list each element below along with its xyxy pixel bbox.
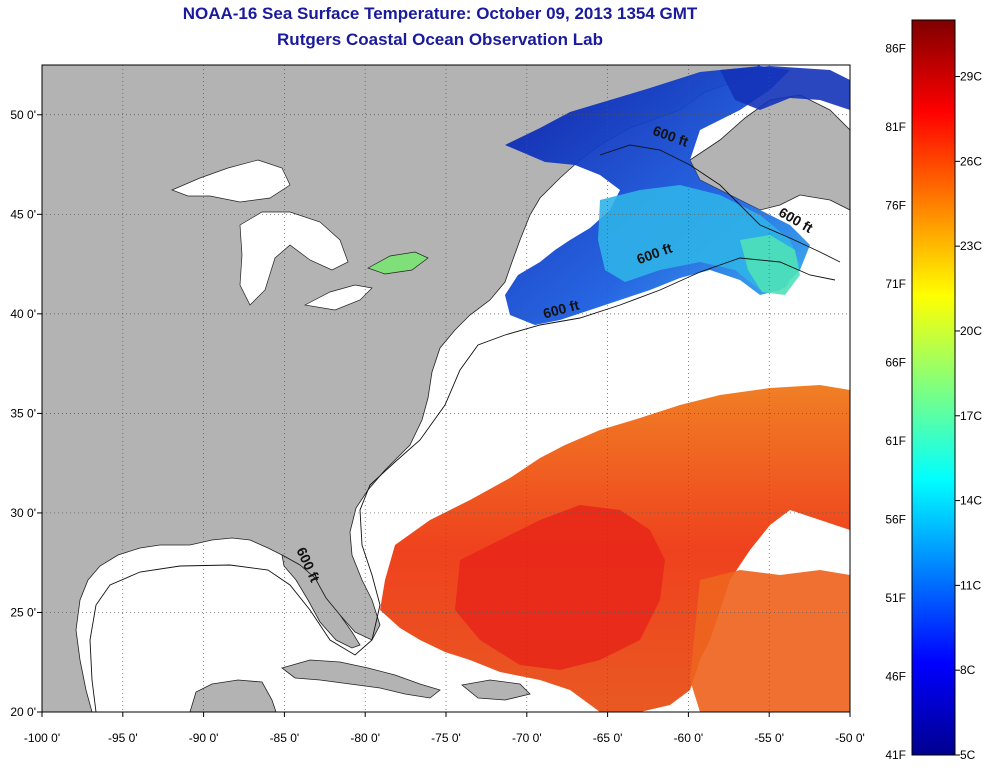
colorbar-celsius-labels: 5C 8C 11C 14C 17C 20C 23C 26C 29C <box>955 70 982 762</box>
colorbar-c-label: 26C <box>960 154 982 168</box>
colorbar-f-label: 41F <box>885 748 906 762</box>
lon-tick-label: -70 0' <box>512 731 542 745</box>
colorbar-c-label: 20C <box>960 324 982 338</box>
warm-sst-patch-east <box>690 570 850 712</box>
lon-tick-label: -50 0' <box>835 731 865 745</box>
colorbar-f-label: 61F <box>885 434 906 448</box>
lat-tick-label: 25 0' <box>10 605 36 619</box>
cuba-land <box>281 659 441 699</box>
lon-tick-label: -55 0' <box>754 731 784 745</box>
colorbar-fahrenheit-labels: 41F 46F 51F 56F 61F 66F 71F 76F 81F 86F <box>885 41 906 762</box>
lat-tick-label: 20 0' <box>10 705 36 719</box>
isobath-600ft-north <box>599 144 841 263</box>
isobath-600ft-line <box>89 257 836 712</box>
florida-land <box>281 554 361 649</box>
lake-michigan-huron <box>239 211 349 306</box>
yucatan-land <box>189 679 277 712</box>
lat-tick-label: 35 0' <box>10 406 36 420</box>
lon-tick-label: -60 0' <box>674 731 704 745</box>
hispaniola-land <box>461 679 531 701</box>
colorbar-c-label: 11C <box>960 578 981 592</box>
map-title: NOAA-16 Sea Surface Temperature: October… <box>182 4 698 23</box>
colorbar-c-label: 29C <box>960 70 982 84</box>
colorbar-c-label: 8C <box>960 663 976 677</box>
lat-tick-label: 45 0' <box>10 207 36 221</box>
map-subtitle: Rutgers Coastal Ocean Observation Lab <box>277 30 603 49</box>
lon-tick-label: -90 0' <box>189 731 219 745</box>
mild-sst-patch <box>740 235 800 295</box>
longitude-ticks: -100 0' -95 0' -90 0' -85 0' -80 0' -75 0' -70… <box>24 712 865 745</box>
lake-ontario <box>367 251 429 275</box>
colorbar-c-label: 14C <box>960 494 982 508</box>
north-america-land <box>42 65 761 712</box>
lon-tick-label: -85 0' <box>270 731 300 745</box>
lon-tick-label: -80 0' <box>350 731 380 745</box>
colorbar-f-label: 46F <box>885 669 906 683</box>
lat-tick-label: 30 0' <box>10 506 36 520</box>
temperature-colorbar <box>911 19 956 756</box>
graticule <box>42 65 850 712</box>
lon-tick-label: -95 0' <box>108 731 138 745</box>
colorbar-c-label: 23C <box>960 239 982 253</box>
colorbar-f-label: 56F <box>885 512 906 526</box>
colorbar-f-label: 81F <box>885 120 906 134</box>
colorbar-f-label: 86F <box>885 41 906 55</box>
colorbar-c-label: 5C <box>960 748 976 762</box>
lon-tick-label: -100 0' <box>24 731 60 745</box>
colorbar-f-label: 71F <box>885 277 906 291</box>
hot-sst-core <box>455 505 665 670</box>
lat-tick-label: 50 0' <box>10 108 36 122</box>
lake-superior <box>171 159 291 203</box>
latitude-ticks: 20 0' 25 0' 30 0' 35 0' 40 0' 45 0' 50 0' <box>10 108 42 719</box>
lake-erie <box>303 284 373 311</box>
lon-tick-label: -65 0' <box>593 731 623 745</box>
colorbar-c-label: 17C <box>960 409 982 423</box>
colorbar-f-label: 51F <box>885 591 906 605</box>
lon-tick-label: -75 0' <box>431 731 461 745</box>
newfoundland-cold-patch <box>720 66 850 110</box>
lat-tick-label: 40 0' <box>10 307 36 321</box>
colorbar-f-label: 76F <box>885 198 906 212</box>
colorbar-f-label: 66F <box>885 355 906 369</box>
